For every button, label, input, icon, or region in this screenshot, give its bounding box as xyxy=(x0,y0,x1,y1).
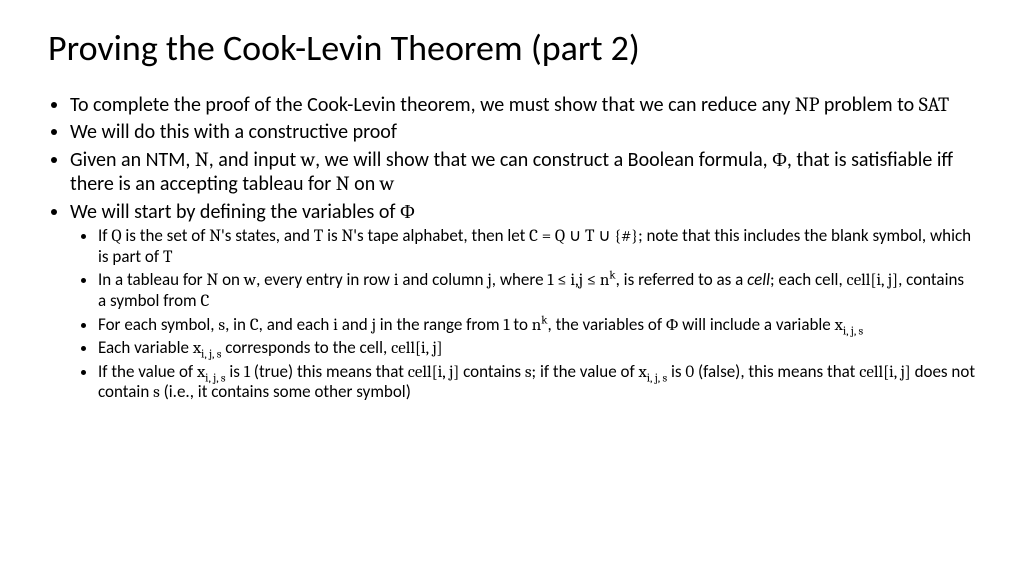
slide-title: Proving the Cook-Levin Theorem (part 2) xyxy=(48,28,976,69)
bullet-list: To complete the proof of the Cook-Levin … xyxy=(48,93,976,402)
slide-container: Proving the Cook-Levin Theorem (part 2) … xyxy=(0,0,1024,576)
sub-bullet-item: For each symbol, s, in C, and each i and… xyxy=(98,315,976,336)
bullet-item: To complete the proof of the Cook-Levin … xyxy=(70,93,976,117)
bullet-item: We will start by defining the variables … xyxy=(70,200,976,402)
sub-bullet-list: If Q is the set of N's states, and T is … xyxy=(70,226,976,402)
bullet-item: We will do this with a constructive proo… xyxy=(70,121,976,144)
bullet-item: Given an NTM, N, and input w, we will sh… xyxy=(70,148,976,196)
sub-bullet-item: If the value of xi, j, s is 1 (true) thi… xyxy=(98,362,976,403)
sub-bullet-item: In a tableau for N on w, every entry in … xyxy=(98,270,976,311)
sub-bullet-item: Each variable xi, j, s corresponds to th… xyxy=(98,338,976,359)
sub-bullet-item: If Q is the set of N's states, and T is … xyxy=(98,226,976,267)
